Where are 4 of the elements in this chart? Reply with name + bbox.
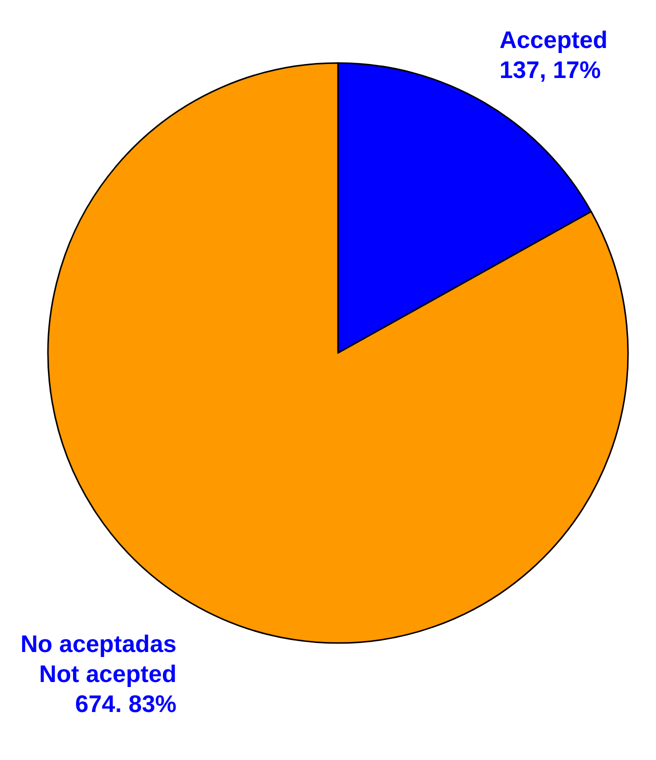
slice-label: No aceptadas Not acepted (20, 631, 177, 688)
data-label: 137, 17% (499, 56, 601, 84)
data-label: 674. 83% (75, 691, 177, 718)
slice-label: Accepted (499, 26, 608, 54)
